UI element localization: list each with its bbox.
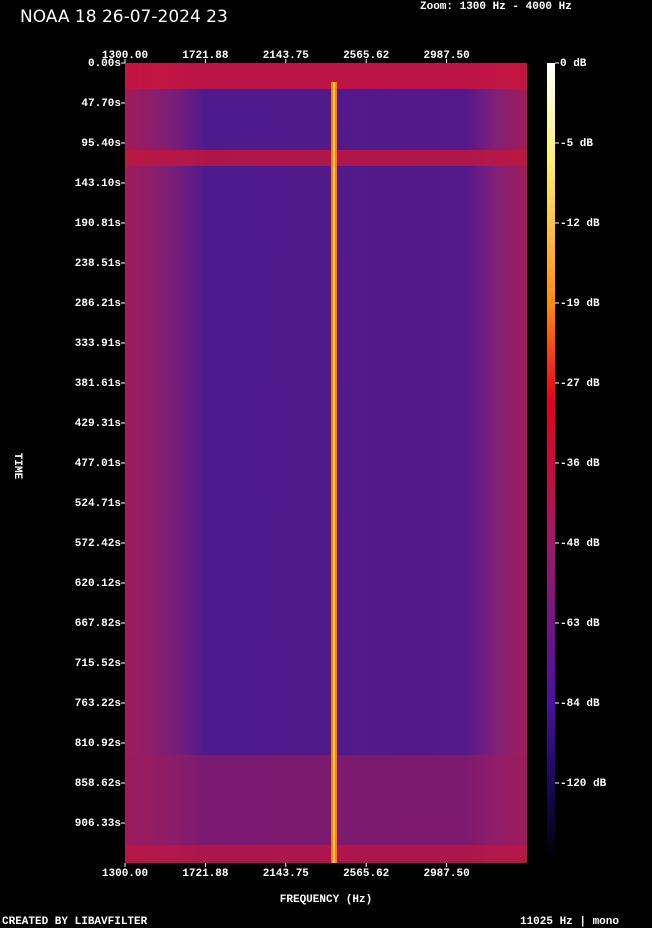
y-axis-label: TIME xyxy=(11,453,23,480)
spectrogram xyxy=(125,63,527,863)
x-tick-label: 2143.75 xyxy=(263,868,310,880)
y-tick-label: 763.22s xyxy=(75,698,121,710)
colorbar-tick-label: 0 dB xyxy=(560,58,587,70)
y-tick-label: 477.01s xyxy=(75,458,121,470)
band xyxy=(125,150,527,166)
x-tick-label: 2987.50 xyxy=(423,868,469,880)
spectrogram-background xyxy=(125,63,527,863)
footer-right: 11025 Hz | mono xyxy=(520,916,619,928)
colorbar xyxy=(547,63,555,863)
colorbar-tick-label: -5 dB xyxy=(560,138,593,150)
y-tick-label: 286.21s xyxy=(75,298,121,310)
footer-left: CREATED BY LIBAVFILTER xyxy=(2,916,148,928)
y-tick-label: 715.52s xyxy=(75,658,121,670)
y-tick-label: 429.31s xyxy=(75,418,121,430)
x-tick-label: 2143.75 xyxy=(263,50,310,62)
y-tick-label: 667.82s xyxy=(75,618,121,630)
x-tick-label: 2987.50 xyxy=(423,50,469,62)
y-tick-label: 524.71s xyxy=(75,498,121,510)
y-tick-label: 620.12s xyxy=(75,578,121,590)
carrier-core xyxy=(333,82,335,863)
y-tick-label: 47.70s xyxy=(81,98,121,110)
chart-title: NOAA 18 26-07-2024 23 xyxy=(20,7,228,27)
subtitle: Zoom: 1300 Hz - 4000 Hz xyxy=(420,1,572,13)
x-tick-label: 1721.88 xyxy=(182,50,229,62)
x-tick-label: 2565.62 xyxy=(343,868,389,880)
x-axis-label: FREQUENCY (Hz) xyxy=(280,894,372,906)
y-tick-label: 190.81s xyxy=(75,218,121,230)
x-tick-label: 1300.00 xyxy=(102,50,148,62)
colorbar-tick-label: -120 dB xyxy=(560,778,607,790)
y-tick-label: 906.33s xyxy=(75,818,121,830)
colorbar-tick-label: -36 dB xyxy=(560,458,600,470)
y-tick-label: 572.42s xyxy=(75,538,121,550)
colorbar-tick-label: -63 dB xyxy=(560,618,600,630)
colorbar-tick-label: -48 dB xyxy=(560,538,600,550)
x-tick-label: 2565.62 xyxy=(343,50,389,62)
y-tick-label: 858.62s xyxy=(75,778,121,790)
y-tick-label: 238.51s xyxy=(75,258,121,270)
y-tick-label: 0.00s xyxy=(88,58,121,70)
y-tick-label: 381.61s xyxy=(75,378,121,390)
colorbar-tick-label: -19 dB xyxy=(560,298,600,310)
band xyxy=(125,845,527,863)
colorbar-tick-label: -12 dB xyxy=(560,218,600,230)
x-tick-label: 1300.00 xyxy=(102,868,148,880)
colorbar-tick-label: -27 dB xyxy=(560,378,600,390)
y-tick-label: 95.40s xyxy=(81,138,121,150)
y-tick-label: 143.10s xyxy=(75,178,121,190)
y-tick-label: 333.91s xyxy=(75,338,121,350)
x-tick-label: 1721.88 xyxy=(182,868,229,880)
y-tick-label: 810.92s xyxy=(75,738,121,750)
band xyxy=(125,63,527,89)
colorbar-tick-label: -84 dB xyxy=(560,698,600,710)
